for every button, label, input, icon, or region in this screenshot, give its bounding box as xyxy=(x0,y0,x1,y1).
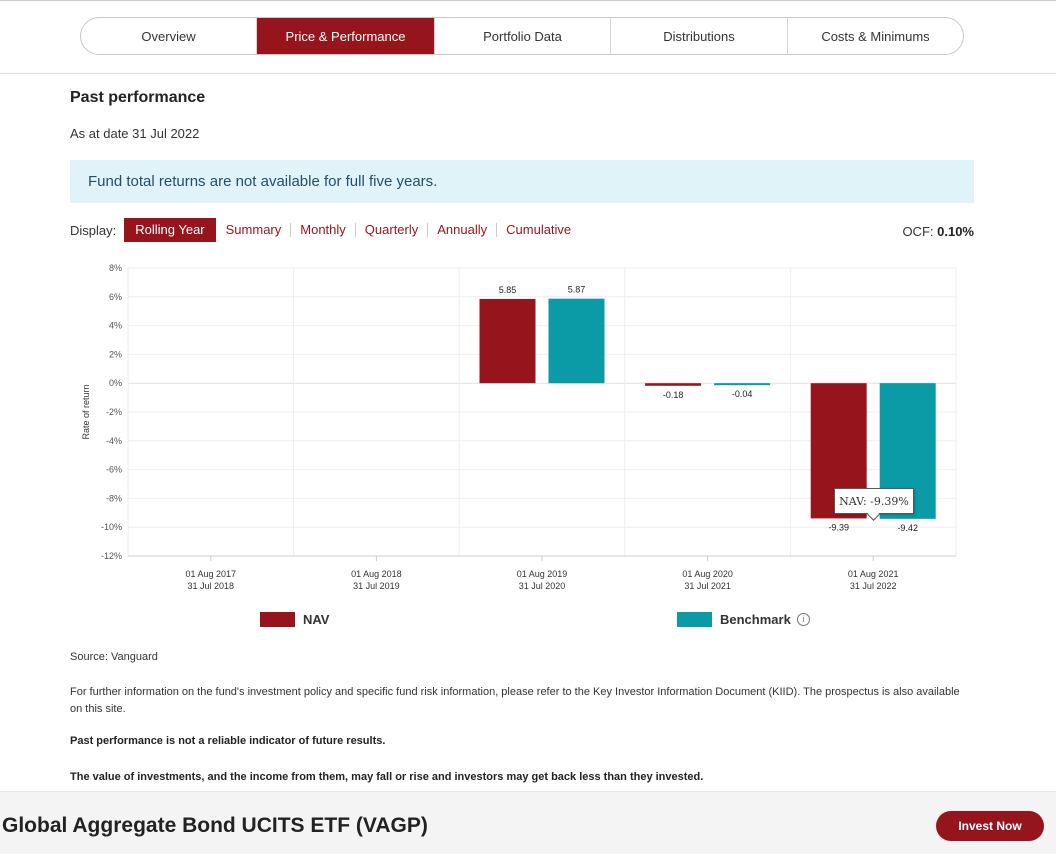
y-axis-title: Rate of return xyxy=(81,384,91,439)
bar-benchmark xyxy=(548,298,605,384)
as-at-date: As at date 31 Jul 2022 xyxy=(70,126,200,141)
notice-banner: Fund total returns are not available for… xyxy=(70,160,974,203)
legend-nav-label: NAV xyxy=(303,612,330,627)
x-tick-label-end: 31 Jul 2019 xyxy=(353,581,400,591)
x-tick-label-start: 01 Aug 2017 xyxy=(186,569,237,579)
past-performance-warning: Past performance is not a reliable indic… xyxy=(70,735,386,747)
data-label: -0.04 xyxy=(732,389,753,399)
x-tick-label-start: 01 Aug 2021 xyxy=(848,569,899,579)
invest-now-button[interactable]: Invest Now xyxy=(936,811,1044,841)
tab-bar: Overview Price & Performance Portfolio D… xyxy=(80,17,964,55)
tab-price-performance[interactable]: Price & Performance xyxy=(257,18,435,54)
data-label: 5.87 xyxy=(568,285,586,295)
legend-benchmark-label: Benchmark xyxy=(720,612,791,627)
ocf-value: 0.10% xyxy=(937,224,974,239)
y-tick-label: -8% xyxy=(106,493,122,503)
y-tick-label: 2% xyxy=(109,349,122,359)
y-tick-label: -6% xyxy=(106,465,122,475)
top-border xyxy=(0,0,1056,1)
tab-overview[interactable]: Overview xyxy=(81,18,257,54)
tab-portfolio-data[interactable]: Portfolio Data xyxy=(435,18,611,54)
filter-rolling-year[interactable]: Rolling Year xyxy=(124,218,216,242)
legend-nav[interactable]: NAV xyxy=(260,612,329,627)
section-title: Past performance xyxy=(70,89,206,106)
performance-chart: 8% 6% 4% 2% 0% -2% -4% -6% -8% -10% -12% Rate of re… xyxy=(0,250,1056,600)
tab-costs-minimums[interactable]: Costs & Minimums xyxy=(821,28,930,44)
tabs-divider xyxy=(0,73,1056,74)
data-label: -9.39 xyxy=(828,522,849,532)
ocf: OCF: 0.10% xyxy=(902,224,974,239)
y-tick-label: -10% xyxy=(101,522,122,532)
data-label: 5.85 xyxy=(499,285,517,295)
fund-name: Global Aggregate Bond UCITS ETF (VAGP) xyxy=(2,814,428,837)
y-tick-label: 4% xyxy=(109,321,122,331)
data-label: -9.42 xyxy=(897,523,918,533)
y-tick-label: -4% xyxy=(106,436,122,446)
info-icon[interactable]: i xyxy=(796,613,810,626)
filter-quarterly[interactable]: Quarterly xyxy=(356,223,429,237)
x-tick-label-start: 01 Aug 2020 xyxy=(682,569,733,579)
legend-nav-swatch xyxy=(260,612,295,627)
x-tick-label-end: 31 Jul 2018 xyxy=(188,581,235,591)
filter-annually[interactable]: Annually xyxy=(428,223,498,237)
investment-value-warning: The value of investments, and the income… xyxy=(70,771,704,783)
legend-benchmark-swatch xyxy=(677,612,712,627)
legend-benchmark[interactable]: Benchmark i xyxy=(677,612,810,627)
chart-tooltip: NAV: -9.39% xyxy=(834,488,914,514)
y-tick-label: 6% xyxy=(109,292,122,302)
y-tick-label: 8% xyxy=(109,263,122,273)
x-tick-label-end: 31 Jul 2021 xyxy=(684,581,731,591)
data-label: -0.18 xyxy=(663,390,684,400)
x-tick-label-end: 31 Jul 2020 xyxy=(519,581,566,591)
further-info-text: For further information on the fund's in… xyxy=(70,686,960,715)
ocf-label: OCF: xyxy=(902,224,934,239)
bar-nav xyxy=(645,383,702,386)
sticky-footer: Global Aggregate Bond UCITS ETF (VAGP) I… xyxy=(0,791,1056,854)
performance-chart-svg: 8% 6% 4% 2% 0% -2% -4% -6% -8% -10% -12% Rate of re… xyxy=(81,263,957,591)
x-tick-label-end: 31 Jul 2022 xyxy=(850,581,897,591)
filter-summary[interactable]: Summary xyxy=(217,223,292,237)
source-note: Source: Vanguard xyxy=(70,651,158,663)
display-filter-bar: Display: Rolling Year Summary Monthly Qu… xyxy=(70,218,580,242)
x-tick-label-start: 01 Aug 2018 xyxy=(351,569,402,579)
filter-monthly[interactable]: Monthly xyxy=(291,223,356,237)
filter-cumulative[interactable]: Cumulative xyxy=(506,222,572,237)
bar-benchmark xyxy=(714,383,771,386)
bar-nav xyxy=(479,298,536,384)
tab-distributions[interactable]: Distributions xyxy=(611,18,788,54)
y-tick-label: 0% xyxy=(109,378,122,388)
x-tick-label-start: 01 Aug 2019 xyxy=(517,569,568,579)
y-tick-label: -2% xyxy=(106,407,122,417)
display-label: Display: xyxy=(70,222,117,238)
y-tick-label: -12% xyxy=(101,551,122,561)
